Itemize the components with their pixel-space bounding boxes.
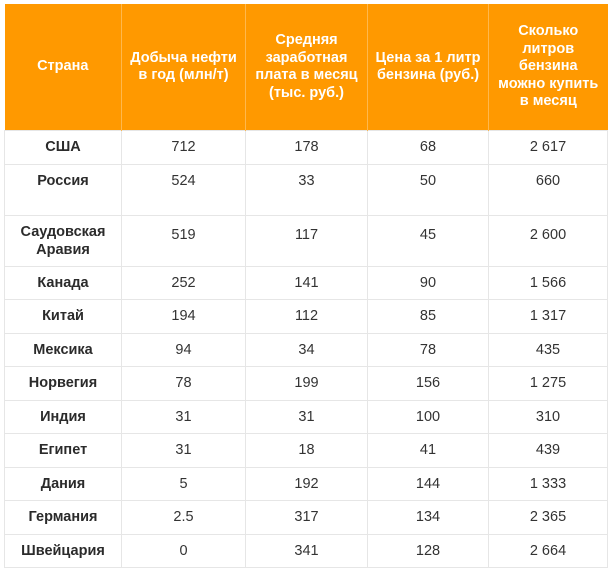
cell-country: Россия <box>4 163 122 216</box>
table-row: Китай 194 112 85 1 317 <box>4 299 608 334</box>
table-header-row: Страна Добыча нефти в год (млн/т) Средня… <box>4 4 608 131</box>
cell-liters-per-month: 660 <box>488 163 608 216</box>
cell-fuel-price: 100 <box>367 399 489 434</box>
cell-liters-per-month: 435 <box>488 332 608 367</box>
cell-liters-per-month: 1 566 <box>488 265 608 300</box>
cell-average-salary: 117 <box>245 214 368 267</box>
cell-average-salary: 31 <box>245 399 368 434</box>
table-row: Россия 524 33 50 660 <box>4 163 608 216</box>
cell-fuel-price: 90 <box>367 265 489 300</box>
cell-country: Германия <box>4 500 122 535</box>
cell-country: США <box>4 130 122 165</box>
cell-oil-production: 5 <box>121 466 246 501</box>
header-country: Страна <box>4 4 122 131</box>
cell-oil-production: 94 <box>121 332 246 367</box>
cell-liters-per-month: 2 664 <box>488 533 608 568</box>
table-row: Египет 31 18 41 439 <box>4 433 608 468</box>
cell-fuel-price: 85 <box>367 299 489 334</box>
cell-fuel-price: 134 <box>367 500 489 535</box>
cell-liters-per-month: 439 <box>488 433 608 468</box>
cell-oil-production: 712 <box>121 130 246 165</box>
cell-oil-production: 194 <box>121 299 246 334</box>
table-row: Канада 252 141 90 1 566 <box>4 265 608 300</box>
header-fuel-price: Цена за 1 литр бензина (руб.) <box>367 4 489 131</box>
cell-liters-per-month: 1 317 <box>488 299 608 334</box>
cell-liters-per-month: 310 <box>488 399 608 434</box>
cell-oil-production: 2.5 <box>121 500 246 535</box>
cell-fuel-price: 45 <box>367 214 489 267</box>
cell-average-salary: 341 <box>245 533 368 568</box>
cell-average-salary: 112 <box>245 299 368 334</box>
cell-country: Мексика <box>4 332 122 367</box>
cell-oil-production: 252 <box>121 265 246 300</box>
cell-country: Китай <box>4 299 122 334</box>
cell-liters-per-month: 2 600 <box>488 214 608 267</box>
table-row: Мексика 94 34 78 435 <box>4 332 608 367</box>
cell-fuel-price: 156 <box>367 366 489 401</box>
cell-average-salary: 34 <box>245 332 368 367</box>
cell-average-salary: 18 <box>245 433 368 468</box>
cell-oil-production: 31 <box>121 399 246 434</box>
cell-country: Норвегия <box>4 366 122 401</box>
header-liters-per-month: Сколько литров бензина можно купить в ме… <box>488 4 608 131</box>
cell-oil-production: 524 <box>121 163 246 216</box>
cell-fuel-price: 144 <box>367 466 489 501</box>
cell-liters-per-month: 1 275 <box>488 366 608 401</box>
cell-average-salary: 33 <box>245 163 368 216</box>
table-row: Индия 31 31 100 310 <box>4 399 608 434</box>
oil-fuel-table: Страна Добыча нефти в год (млн/т) Средня… <box>4 4 608 568</box>
cell-oil-production: 31 <box>121 433 246 468</box>
table-row: США 712 178 68 2 617 <box>4 130 608 165</box>
table-row: Дания 5 192 144 1 333 <box>4 466 608 501</box>
cell-country: Индия <box>4 399 122 434</box>
cell-fuel-price: 41 <box>367 433 489 468</box>
cell-country: Канада <box>4 265 122 300</box>
cell-fuel-price: 128 <box>367 533 489 568</box>
cell-fuel-price: 68 <box>367 130 489 165</box>
cell-fuel-price: 78 <box>367 332 489 367</box>
header-oil-production: Добыча нефти в год (млн/т) <box>121 4 246 131</box>
table-row: Германия 2.5 317 134 2 365 <box>4 500 608 535</box>
cell-average-salary: 141 <box>245 265 368 300</box>
cell-liters-per-month: 2 617 <box>488 130 608 165</box>
cell-average-salary: 199 <box>245 366 368 401</box>
table-row: Саудовская Аравия 519 117 45 2 600 <box>4 214 608 267</box>
cell-oil-production: 0 <box>121 533 246 568</box>
cell-country: Швейцария <box>4 533 122 568</box>
header-average-salary: Средняя заработная плата в месяц (тыс. р… <box>245 4 368 131</box>
cell-country: Египет <box>4 433 122 468</box>
cell-liters-per-month: 1 333 <box>488 466 608 501</box>
cell-oil-production: 78 <box>121 366 246 401</box>
cell-average-salary: 192 <box>245 466 368 501</box>
cell-country: Дания <box>4 466 122 501</box>
cell-fuel-price: 50 <box>367 163 489 216</box>
cell-liters-per-month: 2 365 <box>488 500 608 535</box>
cell-oil-production: 519 <box>121 214 246 267</box>
cell-average-salary: 178 <box>245 130 368 165</box>
table-row: Швейцария 0 341 128 2 664 <box>4 533 608 568</box>
table-row: Норвегия 78 199 156 1 275 <box>4 366 608 401</box>
cell-average-salary: 317 <box>245 500 368 535</box>
cell-country: Саудовская Аравия <box>4 214 122 267</box>
